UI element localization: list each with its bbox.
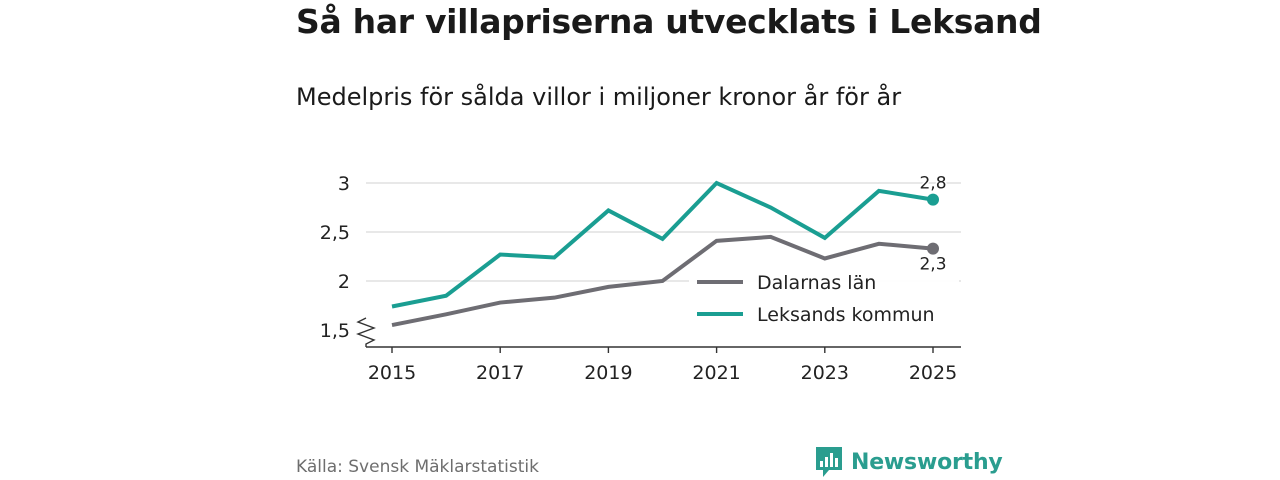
data-label: 2,8 <box>919 174 946 194</box>
chart-title: Så har villapriserna utvecklats i Leksan… <box>296 2 1042 41</box>
x-tick-label: 2021 <box>692 362 740 384</box>
y-tick-label: 2 <box>338 271 350 293</box>
brand-logo: Newsworthy <box>815 446 1003 478</box>
legend-label: Leksands kommun <box>757 304 935 326</box>
data-labels: 2,3 2,8 <box>918 172 948 276</box>
chart-subtitle: Medelpris för sålda villor i miljoner kr… <box>296 83 902 111</box>
y-tick-label: 2,5 <box>320 222 350 244</box>
x-tick-label: 2015 <box>368 362 416 384</box>
legend: Dalarnas län Leksands kommun <box>689 264 959 330</box>
x-tick-label: 2025 <box>909 362 957 384</box>
series-end-marker <box>927 193 939 206</box>
brand-name: Newsworthy <box>851 449 1003 475</box>
newsworthy-logo-icon <box>816 447 842 477</box>
legend-label: Dalarnas län <box>757 272 876 294</box>
source-note: Källa: Svensk Mäklarstatistik <box>296 457 539 477</box>
x-tick-label: 2017 <box>476 362 524 384</box>
axes: 1,5 2 2,5 3 2015 2017 2019 2021 2023 2025 <box>320 173 961 384</box>
legend-box <box>689 264 959 330</box>
y-tick-label: 1,5 <box>320 320 350 342</box>
data-label: 2,3 <box>919 255 946 275</box>
series-line <box>391 180 934 309</box>
x-tick-label: 2023 <box>801 362 849 384</box>
series-lines <box>391 180 939 328</box>
x-tick-label: 2019 <box>584 362 632 384</box>
y-tick-label: 3 <box>338 173 350 195</box>
series-end-marker <box>927 242 939 255</box>
axis-break-icon <box>356 317 376 347</box>
series-line <box>391 234 934 328</box>
